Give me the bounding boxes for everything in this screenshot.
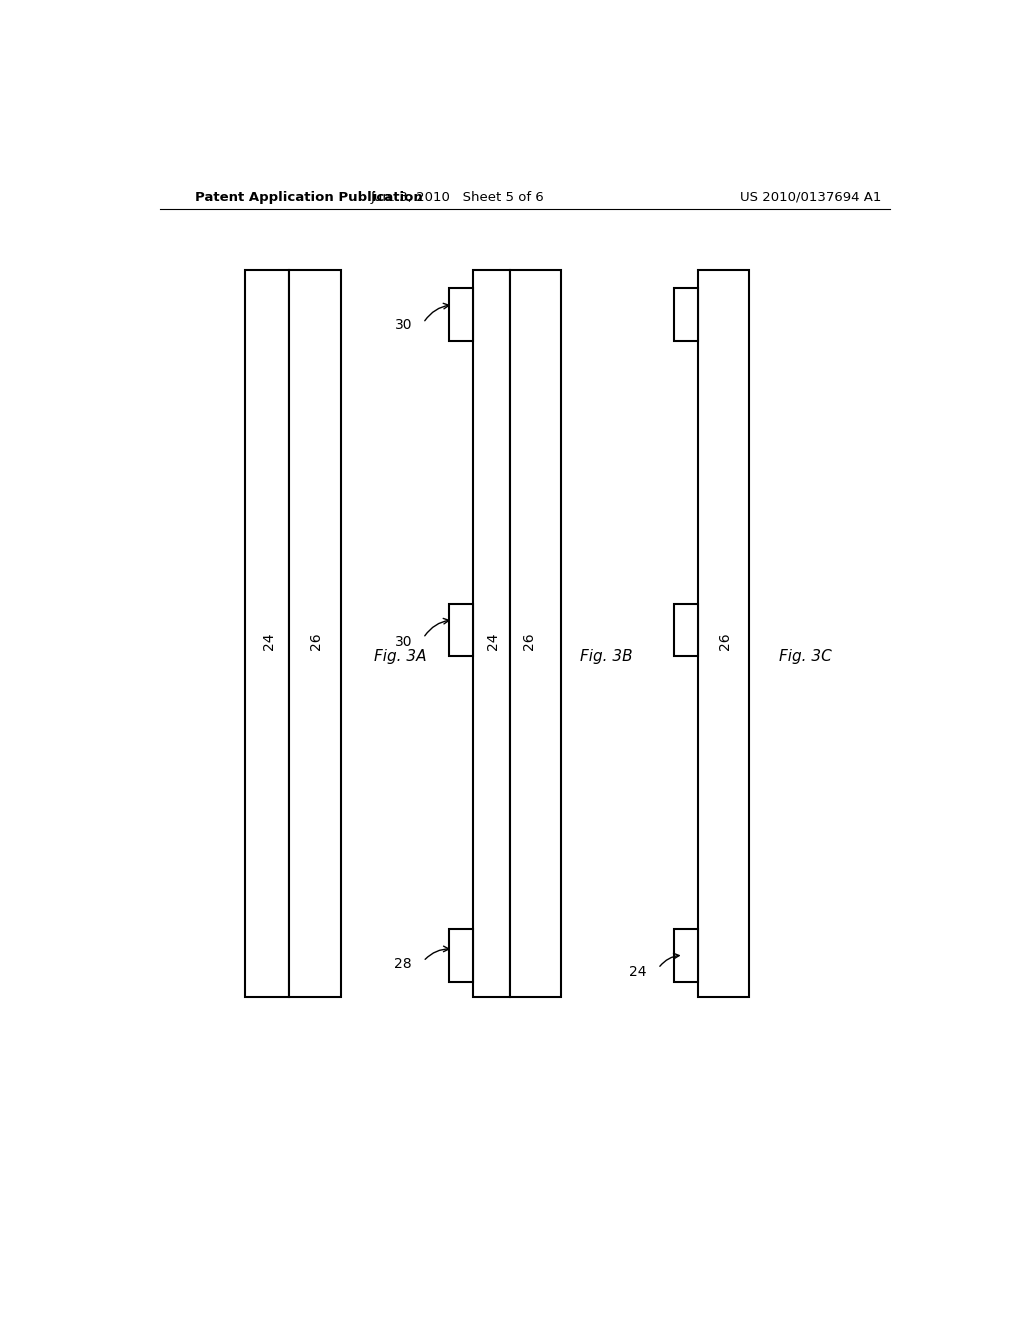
Bar (246, 271, 289, 997)
Bar (450, 603, 473, 656)
Text: Fig. 3C: Fig. 3C (778, 649, 831, 664)
Text: 30: 30 (394, 318, 412, 333)
Bar (674, 603, 697, 656)
Text: US 2010/0137694 A1: US 2010/0137694 A1 (739, 190, 882, 203)
Text: Jun. 3, 2010   Sheet 5 of 6: Jun. 3, 2010 Sheet 5 of 6 (371, 190, 544, 203)
Text: 26: 26 (522, 632, 536, 649)
Bar (674, 929, 697, 982)
Text: 28: 28 (394, 957, 412, 972)
Text: 26: 26 (309, 632, 324, 649)
Bar (450, 289, 473, 342)
Bar (450, 929, 473, 982)
Text: Fig. 3A: Fig. 3A (374, 649, 427, 664)
Text: 26: 26 (718, 632, 732, 649)
Text: 24: 24 (629, 965, 646, 978)
Bar (510, 271, 561, 997)
Bar (289, 271, 341, 997)
Bar (674, 289, 697, 342)
Text: 24: 24 (262, 632, 276, 649)
Text: 30: 30 (394, 635, 412, 649)
Text: Fig. 3B: Fig. 3B (581, 649, 633, 664)
Text: 24: 24 (486, 632, 500, 649)
Bar (697, 271, 750, 997)
Bar (473, 271, 510, 997)
Text: Patent Application Publication: Patent Application Publication (196, 190, 423, 203)
